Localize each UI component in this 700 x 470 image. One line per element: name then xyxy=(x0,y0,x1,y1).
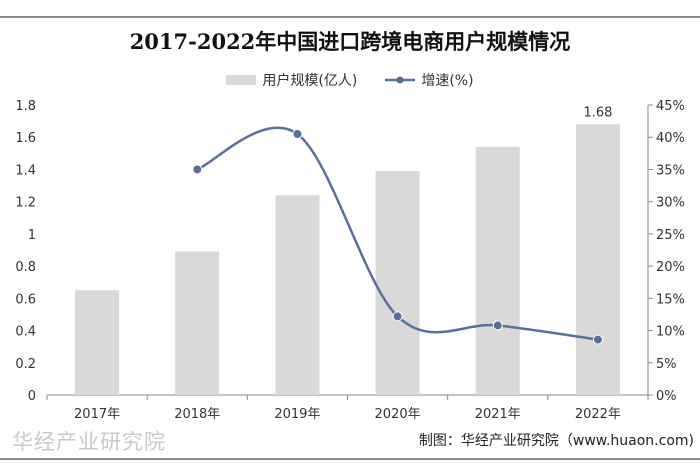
growth-point xyxy=(592,334,603,345)
y-right-tick-label: 10% xyxy=(656,325,685,340)
legend-bar-swatch xyxy=(226,75,257,85)
growth-point xyxy=(392,311,403,322)
y-right-tick-label: 5% xyxy=(656,357,677,372)
top-divider xyxy=(0,16,700,18)
chart-title: 2017-2022年中国进口跨境电商用户规模情况 xyxy=(129,29,571,54)
y-left-tick-label: 1 xyxy=(28,228,36,243)
x-tick-label: 2020年 xyxy=(375,407,421,422)
data-label: 1.68 xyxy=(583,105,612,120)
y-left-tick-label: 1.8 xyxy=(15,99,36,114)
y-left-tick-label: 0.8 xyxy=(15,260,36,275)
x-tick-label: 2017年 xyxy=(74,407,120,422)
bar-2017年 xyxy=(75,290,120,395)
y-left-tick-label: 0 xyxy=(28,389,36,404)
y-left-tick-label: 1.4 xyxy=(15,163,36,178)
y-right-tick-label: 0% xyxy=(656,389,677,404)
y-left-tick-label: 0.4 xyxy=(15,325,36,340)
y-right-tick-label: 25% xyxy=(656,228,685,243)
watermark: 华经产业研究院 xyxy=(12,430,166,454)
growth-point xyxy=(192,164,203,175)
y-right-tick-label: 40% xyxy=(656,131,685,146)
x-tick-label: 2021年 xyxy=(475,407,521,422)
x-tick-label: 2019年 xyxy=(274,407,320,422)
bar-2021年 xyxy=(475,146,520,395)
bar-2020年 xyxy=(375,171,420,395)
y-right-tick-label: 45% xyxy=(656,99,685,114)
x-tick-label: 2022年 xyxy=(575,407,621,422)
y-left-tick-label: 1.2 xyxy=(15,196,36,211)
y-right-tick-label: 35% xyxy=(656,163,685,178)
legend: 用户规模(亿人) 增速(%) xyxy=(0,70,700,90)
legend-item-bar: 用户规模(亿人) xyxy=(226,70,357,90)
x-tick-label: 2018年 xyxy=(174,407,220,422)
y-left-tick-label: 0.2 xyxy=(15,357,36,372)
growth-line xyxy=(196,126,599,341)
legend-item-line: 增速(%) xyxy=(385,70,474,90)
legend-label: 增速(%) xyxy=(421,73,474,89)
bar-2019年 xyxy=(275,195,320,395)
source-note: 制图：华经产业研究院（www.huaon.com) xyxy=(418,433,694,449)
y-left-tick-label: 1.6 xyxy=(15,131,36,146)
legend-label: 用户规模(亿人) xyxy=(262,73,358,89)
y-right-tick-label: 30% xyxy=(656,196,685,211)
y-right-tick-label: 20% xyxy=(656,260,685,275)
growth-point xyxy=(292,129,303,139)
y-right-tick-label: 15% xyxy=(656,292,685,307)
bottom-divider xyxy=(0,458,700,460)
growth-point xyxy=(492,320,503,331)
bar-2022年 xyxy=(575,124,620,395)
bar-2018年 xyxy=(175,251,220,395)
legend-line-swatch xyxy=(385,76,416,84)
y-left-tick-label: 0.6 xyxy=(15,292,36,307)
